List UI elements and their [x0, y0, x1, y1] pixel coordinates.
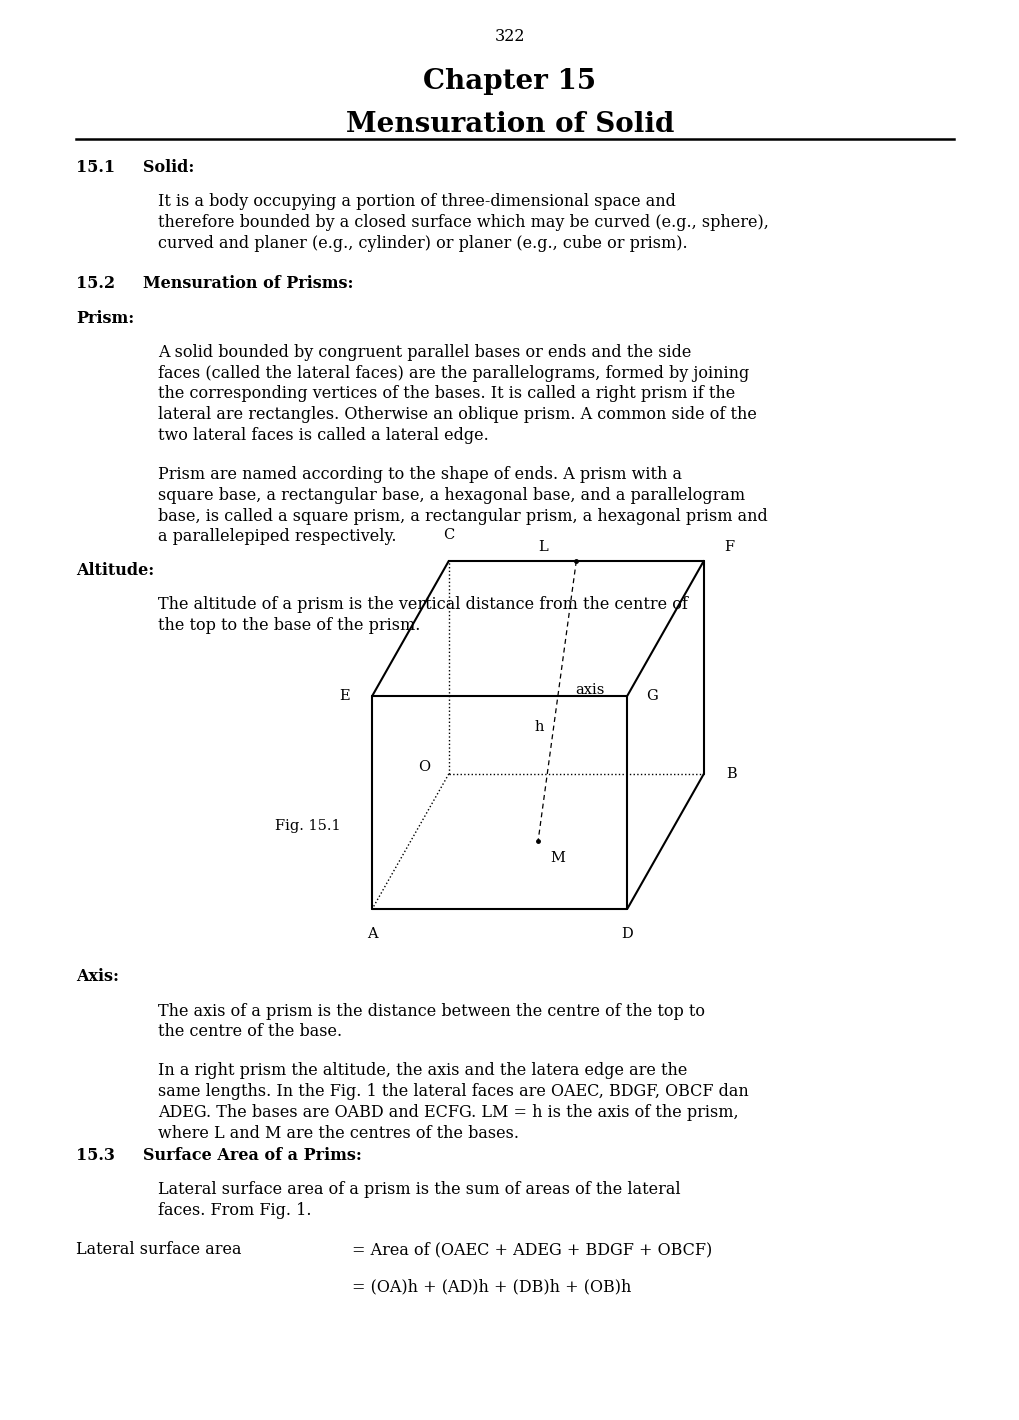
Text: Prism are named according to the shape of ends. A prism with a
square base, a re: Prism are named according to the shape o… — [158, 466, 767, 545]
Text: D: D — [621, 927, 633, 941]
Text: Solid:: Solid: — [143, 159, 194, 176]
Text: Lateral surface area of a prism is the sum of areas of the lateral
faces. From F: Lateral surface area of a prism is the s… — [158, 1181, 680, 1220]
Text: axis: axis — [575, 683, 604, 697]
Text: The axis of a prism is the distance between the centre of the top to
the centre : The axis of a prism is the distance betw… — [158, 1003, 704, 1041]
Text: A: A — [367, 927, 377, 941]
Text: h: h — [534, 720, 543, 734]
Text: Mensuration of Solid: Mensuration of Solid — [345, 111, 674, 138]
Text: 15.3: 15.3 — [76, 1147, 115, 1164]
Text: G: G — [645, 689, 657, 703]
Text: 15.1: 15.1 — [76, 159, 115, 176]
Text: Mensuration of Prisms:: Mensuration of Prisms: — [143, 275, 353, 293]
Text: Chapter 15: Chapter 15 — [423, 68, 596, 95]
Text: Altitude:: Altitude: — [76, 562, 155, 579]
Text: E: E — [339, 689, 350, 703]
Text: Lateral surface area: Lateral surface area — [76, 1241, 242, 1258]
Text: 322: 322 — [494, 28, 525, 45]
Text: C: C — [442, 528, 454, 542]
Text: O: O — [418, 760, 430, 774]
Text: M: M — [550, 852, 565, 865]
Text: Surface Area of a Prims:: Surface Area of a Prims: — [143, 1147, 362, 1164]
Text: = Area of (OAEC + ADEG + BDGF + OBCF): = Area of (OAEC + ADEG + BDGF + OBCF) — [352, 1241, 711, 1258]
Text: Axis:: Axis: — [76, 968, 119, 985]
Text: 15.2: 15.2 — [76, 275, 115, 293]
Text: L: L — [537, 540, 547, 554]
Text: It is a body occupying a portion of three-dimensional space and
therefore bounde: It is a body occupying a portion of thre… — [158, 193, 768, 251]
Text: B: B — [726, 767, 736, 781]
Text: Fig. 15.1: Fig. 15.1 — [275, 819, 340, 834]
Text: = (OA)h + (AD)h + (DB)h + (OB)h: = (OA)h + (AD)h + (DB)h + (OB)h — [352, 1278, 631, 1295]
Text: A solid bounded by congruent parallel bases or ends and the side
faces (called t: A solid bounded by congruent parallel ba… — [158, 344, 756, 444]
Text: Prism:: Prism: — [76, 310, 135, 327]
Text: F: F — [723, 540, 734, 554]
Text: The altitude of a prism is the vertical distance from the centre of
the top to t: The altitude of a prism is the vertical … — [158, 596, 687, 635]
Text: In a right prism the altitude, the axis and the latera edge are the
same lengths: In a right prism the altitude, the axis … — [158, 1062, 748, 1142]
